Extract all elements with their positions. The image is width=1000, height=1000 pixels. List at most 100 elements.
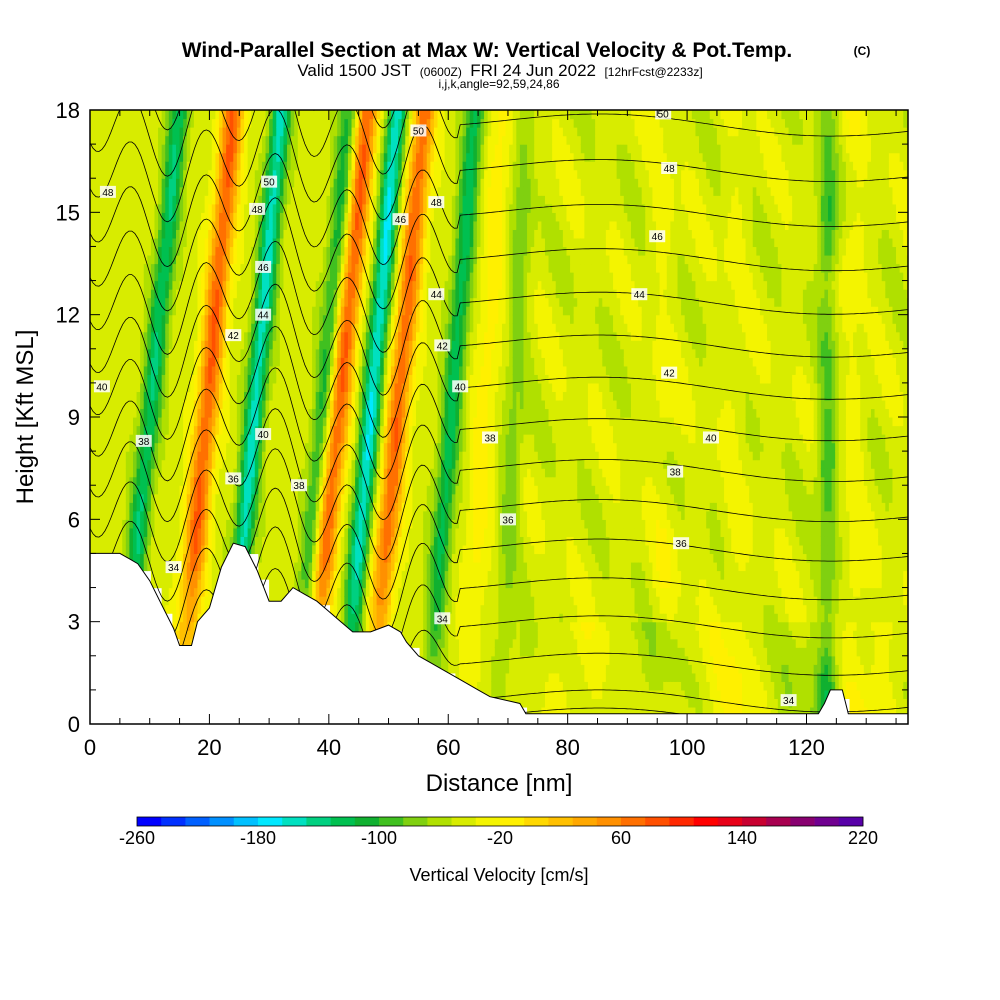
field-cell	[390, 536, 396, 546]
field-cell	[201, 323, 206, 333]
field-cell	[387, 161, 392, 171]
field-cell	[333, 127, 338, 137]
field-cell	[90, 263, 95, 273]
field-cell	[197, 596, 202, 606]
field-cell	[150, 263, 156, 273]
field-cell	[355, 135, 360, 145]
field-cell	[100, 169, 105, 179]
field-cell	[154, 237, 159, 248]
field-cell	[290, 289, 295, 299]
field-cell	[340, 169, 345, 179]
field-cell	[387, 527, 392, 537]
field-cell	[319, 425, 324, 435]
field-cell	[193, 604, 199, 614]
field-cell	[376, 451, 381, 461]
field-cell	[251, 493, 256, 503]
field-cell	[186, 561, 191, 572]
field-cell	[129, 476, 134, 486]
field-cell	[136, 127, 141, 137]
field-cell	[172, 306, 177, 316]
field-cell	[201, 135, 206, 145]
field-cell	[147, 127, 152, 137]
field-cell	[287, 502, 292, 512]
field-cell	[369, 212, 374, 222]
field-cell	[283, 570, 288, 580]
field-cell	[394, 254, 399, 265]
field-cell	[261, 519, 267, 529]
field-cell	[236, 348, 242, 358]
field-cell	[193, 417, 199, 427]
field-cell	[93, 417, 98, 427]
field-cell	[265, 502, 270, 512]
field-cell	[308, 178, 313, 188]
field-cell	[107, 382, 113, 393]
field-cell	[147, 365, 152, 375]
field-cell	[269, 459, 274, 469]
field-cell	[93, 110, 98, 120]
field-cell	[197, 195, 202, 205]
field-cell	[236, 169, 242, 179]
field-cell	[140, 348, 145, 358]
field-cell	[115, 272, 120, 282]
field-cell	[215, 323, 220, 333]
field-cell	[111, 536, 116, 546]
field-cell	[333, 596, 338, 606]
field-cell	[380, 553, 385, 563]
field-cell	[283, 374, 288, 384]
field-cell	[107, 314, 113, 324]
field-cell	[147, 152, 152, 162]
field-cell	[333, 391, 338, 401]
field-cell	[351, 579, 356, 589]
field-cell	[301, 468, 306, 478]
field-cell	[204, 280, 209, 290]
field-cell	[369, 186, 374, 196]
field-cell	[115, 348, 120, 358]
field-cell	[240, 306, 245, 316]
field-cell	[97, 297, 102, 307]
field-cell	[319, 340, 324, 350]
field-cell	[172, 229, 177, 239]
field-cell	[115, 323, 120, 333]
field-cell	[373, 561, 378, 572]
field-cell	[175, 135, 181, 145]
field-cell	[93, 178, 98, 188]
field-cell	[269, 186, 274, 196]
field-cell	[272, 246, 277, 256]
field-cell	[344, 425, 349, 435]
field-cell	[308, 485, 313, 495]
field-cell	[362, 161, 367, 171]
field-cell	[229, 161, 234, 171]
field-cell	[258, 570, 263, 580]
field-cell	[272, 519, 277, 529]
field-cell	[322, 417, 328, 427]
field-cell	[269, 280, 274, 290]
field-cell	[279, 357, 285, 367]
field-cell	[283, 272, 288, 282]
field-cell	[358, 110, 363, 120]
field-cell	[233, 263, 238, 273]
field-cell	[330, 519, 335, 529]
field-cell	[383, 212, 388, 222]
field-cell	[326, 561, 331, 572]
field-cell	[179, 340, 184, 350]
field-cell	[380, 331, 385, 341]
field-cell	[312, 365, 317, 375]
field-cell	[100, 510, 105, 520]
field-cell	[204, 468, 209, 478]
field-cell	[301, 544, 306, 555]
field-cell	[347, 561, 353, 572]
field-cell	[398, 451, 403, 461]
field-cell	[150, 306, 156, 316]
field-cell	[340, 613, 345, 623]
field-cell	[229, 118, 234, 128]
field-cell	[111, 127, 116, 137]
field-cell	[129, 212, 134, 222]
field-cell	[390, 596, 396, 606]
field-cell	[97, 127, 102, 137]
field-cell	[261, 169, 267, 179]
field-cell	[204, 118, 209, 128]
field-cell	[150, 451, 156, 461]
field-cell	[197, 144, 202, 154]
field-cell	[308, 314, 313, 324]
field-cell	[344, 340, 349, 350]
